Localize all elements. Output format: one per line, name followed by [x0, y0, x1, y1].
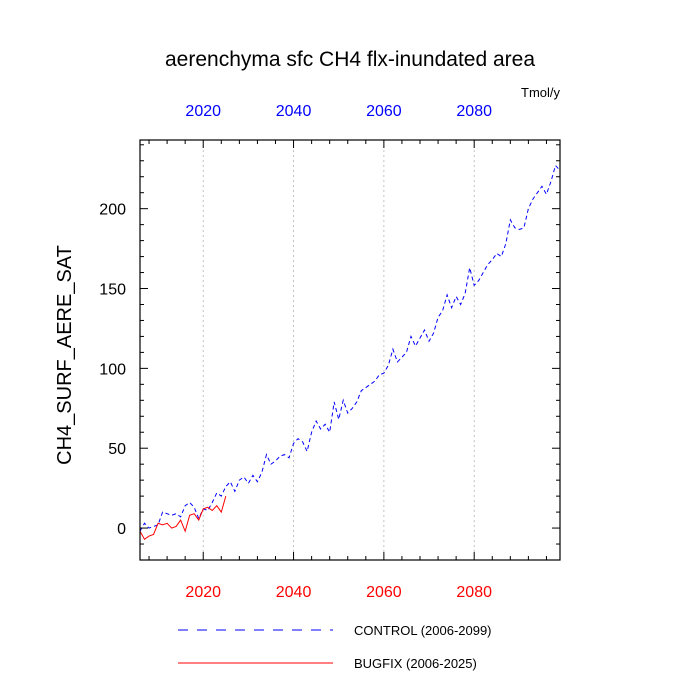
legend-label-bugfix: BUGFIX (2006-2025)	[354, 656, 477, 671]
y-tick-label: 100	[99, 361, 126, 378]
y-tick-label: 0	[117, 521, 126, 538]
x-tick-label-top: 2020	[185, 103, 221, 120]
x-tick-label-bottom: 2080	[456, 584, 492, 601]
series-line-control	[139, 164, 561, 532]
legend-label-control: CONTROL (2006-2099)	[354, 623, 492, 638]
y-tick-label: 200	[99, 202, 126, 219]
y-tick-label: 150	[99, 282, 126, 299]
x-tick-label-top: 2080	[456, 103, 492, 120]
x-tick-label-top: 2060	[366, 103, 402, 120]
grid-lines	[202, 140, 475, 560]
y-axis-title: CH4_SURF_AERE_SAT	[54, 245, 76, 465]
chart-title: aerenchyma sfc CH4 flx-inundated area	[165, 48, 535, 71]
series-line-bugfix	[139, 495, 227, 540]
legend: CONTROL (2006-2099) BUGFIX (2006-2025)	[178, 623, 492, 671]
x-tick-label-bottom: 2060	[366, 584, 402, 601]
x-tick-label-bottom: 2040	[276, 584, 312, 601]
plot-frame	[139, 139, 561, 561]
plot-series	[139, 164, 561, 540]
y-tick-label: 50	[108, 441, 126, 458]
units-label: Tmol/y	[521, 85, 561, 100]
x-tick-label-bottom: 2020	[185, 584, 221, 601]
axis-labels: 0 50 100 150 200 2020 2020 2040 2040 2060 2060 2080…	[99, 103, 492, 601]
x-tick-label-top: 2040	[276, 103, 312, 120]
axis-ticks	[140, 140, 560, 560]
